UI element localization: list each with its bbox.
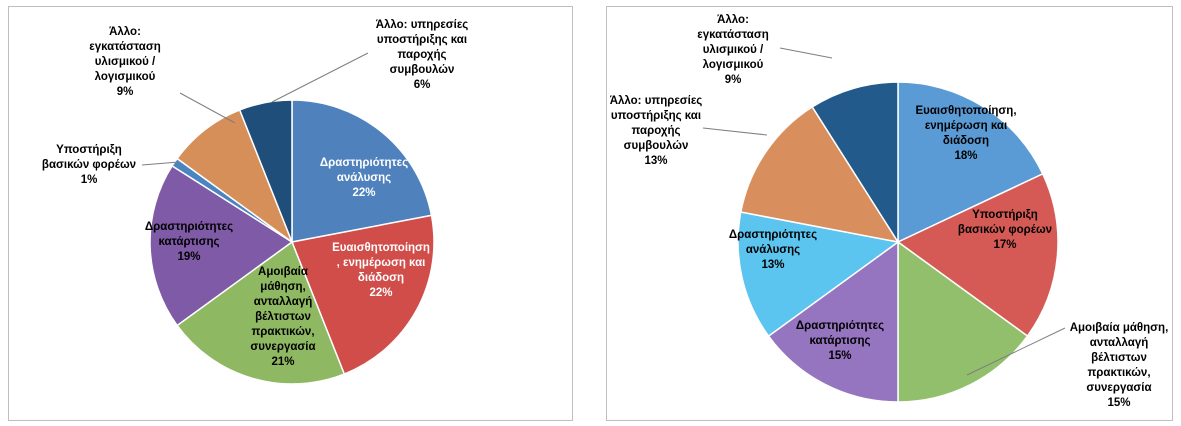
label-leader-line [702, 127, 768, 136]
slice-label: Αμοιβαία μάθηση, ανταλλαγή βέλτιστων πρακτικ… [250, 266, 315, 368]
slice-label: Άλλο: εγκατάσταση υλισμικού / λογισμικού 9% [89, 26, 160, 98]
slice-label: Αμοιβαία μάθηση, ανταλλαγή βέλτιστων πρακτι… [1070, 322, 1169, 409]
pie-slice [176, 108, 294, 245]
pie-slice [739, 105, 900, 244]
pie-slice [737, 211, 900, 338]
slice-label: Υποστήριξη βασικών φορέων 1% [42, 144, 136, 186]
pie-slice [811, 81, 899, 245]
chart-panel-right: Ευαισθητοποίηση, ενημέρωση και διάδοση 18% Υ… [606, 6, 1173, 421]
slice-label: Ευαισθητοποίηση, ενημέρωση και διάδοση 22% [332, 242, 430, 299]
pie-slice [149, 164, 294, 327]
pie-slice [767, 240, 899, 403]
pie-slice [290, 214, 435, 376]
slice-label: Άλλο: υπηρεσίες υποστήριξης και παροχής συμ… [376, 19, 469, 91]
pie-slice [897, 81, 1044, 244]
label-leader-line [141, 161, 180, 166]
slice-label: Άλλο: εγκατάσταση υλισμικού / λογισμικού 9% [697, 14, 768, 86]
label-leader-line [271, 52, 369, 103]
slice-label: Δραστηριότητες ανάλυσης 22% [320, 157, 408, 199]
slice-label: Ευαισθητοποίηση, ενημέρωση και διάδοση 18% [915, 105, 1016, 162]
slice-label: Δραστηριότητες ανάλυσης 13% [729, 229, 817, 271]
chart-panel-left: Δραστηριότητες ανάλυσης 22% Ευαισθητοποίηση… [8, 6, 573, 421]
label-leader-line [966, 327, 1066, 376]
pie-chart-left: Δραστηριότητες ανάλυσης 22% Ευαισθητοποίηση… [42, 19, 469, 385]
slice-label: Δραστηριότητες κατάρτισης 19% [145, 221, 233, 263]
pie-slice [291, 99, 433, 243]
pie-slice [176, 240, 346, 385]
pie-slice [238, 99, 293, 243]
pie-chart-right: Ευαισθητοποίηση, ενημέρωση και διάδοση 18% Υ… [610, 14, 1169, 409]
slice-label: Υποστήριξη βασικών φορέων 17% [958, 209, 1052, 251]
label-leader-line [779, 47, 833, 59]
slice-label: Δραστηριότητες κατάρτισης 15% [796, 320, 884, 362]
pie-slice [896, 172, 1059, 338]
slice-label: Άλλο: υπηρεσίες υποστήριξης και παροχής συμ… [610, 95, 703, 167]
label-leader-line [179, 92, 236, 124]
